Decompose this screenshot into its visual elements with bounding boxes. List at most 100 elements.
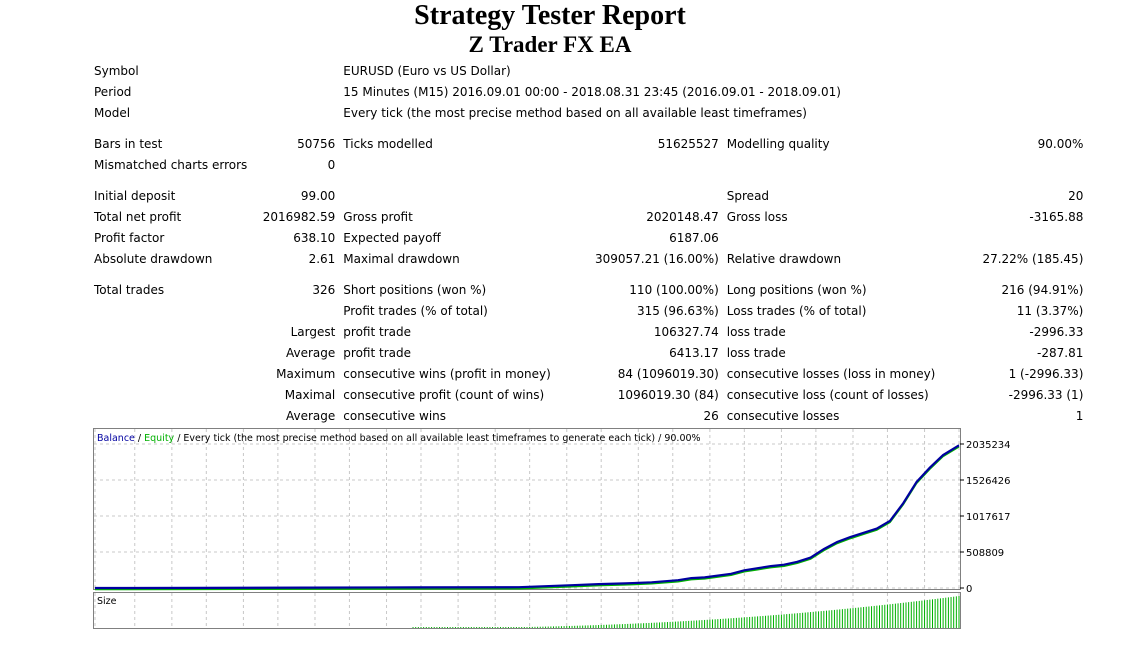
bars-value: 50756	[297, 136, 336, 151]
maxdd-value: 309057.21 (16.00%)	[594, 251, 719, 266]
max-cl-value: 1 (-2996.33)	[1008, 366, 1084, 381]
legend-desc: / Every tick (the most precise method ba…	[174, 433, 700, 444]
mxl-cl-value: -2996.33 (1)	[1008, 387, 1084, 402]
mxl-cp-label: consecutive profit (count of wins)	[343, 387, 545, 402]
pf-label: Profit factor	[94, 230, 165, 245]
mxl-cl-label: consecutive loss (count of losses)	[726, 387, 929, 402]
netprofit-label: Total net profit	[94, 209, 182, 224]
legend-sep: /	[135, 433, 144, 444]
max-cl-label: consecutive losses (loss in money)	[726, 366, 936, 381]
ep-value: 6187.06	[669, 230, 719, 245]
y-ticks: 0 508809 1017617 1526426 2035234	[960, 440, 1011, 595]
absdd-value: 2.61	[308, 251, 336, 266]
row-profitfactor: Profit factor 638.10 Expected payoff 618…	[90, 227, 1087, 248]
series	[94, 444, 960, 591]
grossloss-label: Gross loss	[726, 209, 788, 224]
row-period: Period 15 Minutes (M15) 2016.09.01 00:00…	[90, 81, 1087, 102]
size-plot-frame	[93, 592, 961, 629]
maximum-label: Maximum	[276, 366, 336, 381]
max-cw-value: 84 (1096019.30)	[617, 366, 719, 381]
balance-line	[94, 444, 960, 590]
quality-value: 90.00%	[1037, 136, 1084, 151]
average-pt-label: profit trade	[343, 345, 411, 360]
absdd-label: Absolute drawdown	[94, 251, 213, 266]
chart-legend: Balance / Equity / Every tick (the most …	[97, 433, 701, 444]
main-plot-frame	[93, 428, 961, 590]
grossprofit-value: 2020148.47	[646, 209, 719, 224]
average-label: Average	[286, 345, 336, 360]
maximal-label: Maximal	[284, 387, 336, 402]
long-value: 216 (94.91%)	[1001, 282, 1084, 297]
avg-cl-label: consecutive losses	[726, 408, 840, 423]
period-label: Period	[94, 84, 132, 99]
max-cw-label: consecutive wins (profit in money)	[343, 366, 551, 381]
maxdd-label: Maximal drawdown	[343, 251, 460, 266]
y-tick-label: 508809	[966, 548, 1004, 559]
y-tick-label: 0	[966, 584, 972, 595]
symbol-label: Symbol	[94, 63, 139, 78]
row-largest: Largest profit trade 106327.74 loss trad…	[90, 321, 1087, 342]
largest-label: Largest	[290, 324, 336, 339]
row-trades: Total trades 326 Short positions (won %)…	[90, 279, 1087, 300]
ticks-value: 51625527	[657, 136, 719, 151]
grossprofit-label: Gross profit	[343, 209, 413, 224]
size-bars	[412, 596, 960, 628]
spread-label: Spread	[726, 188, 770, 203]
mismatch-value: 0	[327, 157, 336, 172]
legend-balance: Balance	[97, 433, 135, 444]
largest-lt-value: -2996.33	[1029, 324, 1084, 339]
ptrades-label: Profit trades (% of total)	[343, 303, 488, 318]
initial-label: Initial deposit	[94, 188, 176, 203]
ptrades-value: 315 (96.63%)	[636, 303, 719, 318]
row-maximal: Maximal consecutive profit (count of win…	[90, 384, 1087, 405]
ticks-label: Ticks modelled	[343, 136, 433, 151]
row-bars: Bars in test 50756 Ticks modelled 516255…	[90, 133, 1087, 154]
row-drawdown: Absolute drawdown 2.61 Maximal drawdown …	[90, 248, 1087, 269]
period-value: 15 Minutes (M15) 2016.09.01 00:00 - 2018…	[343, 84, 841, 99]
equity-line	[94, 446, 960, 591]
row-maximum: Maximum consecutive wins (profit in mone…	[90, 363, 1087, 384]
y-tick-label: 1017617	[966, 512, 1011, 523]
average2-label: Average	[286, 408, 336, 423]
symbol-value: EURUSD (Euro vs US Dollar)	[343, 63, 511, 78]
ep-label: Expected payoff	[343, 230, 441, 245]
largest-pt-label: profit trade	[343, 324, 411, 339]
mismatch-label: Mismatched charts errors	[94, 157, 248, 172]
y-tick-label: 2035234	[966, 440, 1011, 451]
avg-cl-value: 1	[1075, 408, 1084, 423]
row-average2: Average consecutive wins 26 consecutive …	[90, 405, 1087, 426]
avg-cw-label: consecutive wins	[343, 408, 447, 423]
grid	[94, 429, 960, 628]
reldd-value: 27.22% (185.45)	[982, 251, 1084, 266]
mxl-cp-value: 1096019.30 (84)	[617, 387, 719, 402]
report-title: Strategy Tester Report	[414, 0, 686, 31]
row-mismatch: Mismatched charts errors 0	[90, 154, 1087, 175]
row-initial: Initial deposit 99.00 Spread 20	[90, 185, 1087, 206]
report-table: Symbol EURUSD (Euro vs US Dollar) Period…	[90, 60, 1087, 426]
netprofit-value: 2016982.59	[262, 209, 336, 224]
y-tick-label: 1526426	[966, 476, 1011, 487]
row-profittrades: Profit trades (% of total) 315 (96.63%) …	[90, 300, 1087, 321]
grossloss-value: -3165.88	[1029, 209, 1084, 224]
short-value: 110 (100.00%)	[629, 282, 719, 297]
model-label: Model	[94, 105, 131, 120]
largest-lt-label: loss trade	[726, 324, 786, 339]
reldd-label: Relative drawdown	[726, 251, 842, 266]
trades-value: 326	[312, 282, 336, 297]
initial-value: 99.00	[300, 188, 336, 203]
spread-value: 20	[1068, 188, 1084, 203]
quality-label: Modelling quality	[726, 136, 830, 151]
long-label: Long positions (won %)	[726, 282, 867, 297]
average-lt-value: -287.81	[1037, 345, 1084, 360]
row-model: Model Every tick (the most precise metho…	[90, 102, 1087, 123]
short-label: Short positions (won %)	[343, 282, 487, 297]
legend-equity: Equity	[144, 433, 174, 444]
bars-label: Bars in test	[94, 136, 163, 151]
avg-cw-value: 26	[703, 408, 719, 423]
ltrades-label: Loss trades (% of total)	[726, 303, 867, 318]
model-value: Every tick (the most precise method base…	[343, 105, 807, 120]
row-netprofit: Total net profit 2016982.59 Gross profit…	[90, 206, 1087, 227]
average-pt-value: 6413.17	[669, 345, 719, 360]
